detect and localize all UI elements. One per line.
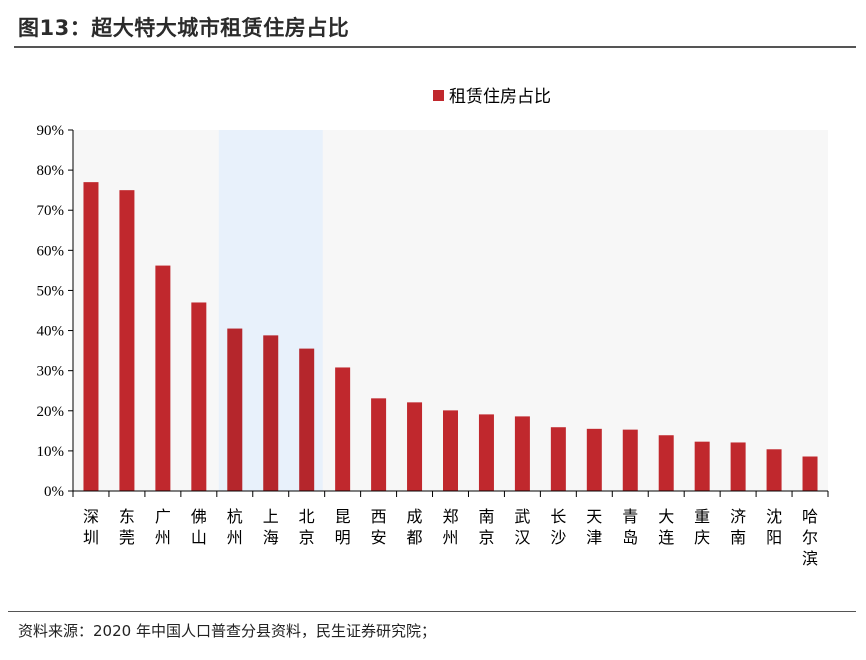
y-tick-label: 30%: [37, 364, 65, 380]
bar-12: [514, 416, 530, 491]
bar-15: [622, 429, 638, 491]
category-label: 东莞: [119, 507, 135, 547]
category-label: 北京: [299, 507, 315, 547]
y-tick-label: 20%: [37, 404, 65, 420]
bar-17: [694, 441, 710, 491]
category-label: 昆明: [335, 507, 351, 547]
source-note: 资料来源：2020 年中国人口普查分县资料，民生证券研究院；: [18, 622, 436, 640]
bar-3: [191, 302, 207, 491]
bar-4: [227, 328, 243, 491]
legend-label: 租赁住房占比: [449, 87, 551, 107]
category-label: 上海: [263, 507, 279, 547]
figure-title: 图13：超大特大城市租赁住房占比: [18, 16, 350, 40]
bar-10: [443, 410, 458, 491]
category-label: 郑州: [442, 507, 458, 547]
legend-swatch: [433, 90, 444, 101]
category-label: 武汉: [514, 507, 530, 547]
category-label: 青岛: [622, 507, 638, 547]
bar-8: [371, 398, 387, 491]
bar-18: [730, 442, 746, 491]
y-tick-label: 40%: [37, 324, 65, 340]
bar-0: [83, 182, 99, 491]
y-tick-label: 10%: [37, 444, 65, 460]
category-label: 大连: [658, 507, 674, 547]
category-label: 沈阳: [766, 507, 782, 547]
y-tick-label: 60%: [37, 243, 65, 259]
bar-11: [478, 414, 494, 491]
bar-16: [658, 435, 674, 491]
category-label: 佛山: [191, 507, 207, 547]
bar-20: [802, 456, 818, 491]
category-label: 长沙: [550, 507, 566, 547]
bar-13: [550, 427, 566, 491]
title-divider: [14, 46, 856, 48]
bar-14: [586, 428, 602, 491]
category-label: 哈尔滨: [802, 507, 818, 568]
bar-2: [155, 265, 171, 491]
bar-9: [407, 402, 423, 491]
category-label: 广州: [155, 507, 171, 547]
y-tick-label: 0%: [44, 484, 64, 500]
bar-5: [263, 335, 279, 491]
bar-1: [119, 190, 135, 491]
y-tick-label: 80%: [37, 163, 65, 179]
y-tick-label: 90%: [37, 123, 65, 139]
category-label: 济南: [730, 507, 746, 547]
bar-19: [766, 449, 782, 491]
category-label: 杭州: [227, 507, 243, 547]
bar-7: [335, 367, 351, 491]
bar-6: [299, 348, 315, 491]
y-tick-label: 70%: [37, 203, 65, 219]
source-divider: [8, 611, 856, 612]
category-label: 深圳: [83, 507, 99, 547]
category-label: 成都: [407, 507, 423, 547]
category-label: 南京: [478, 507, 494, 547]
y-tick-label: 50%: [37, 283, 65, 299]
category-label: 天津: [586, 507, 602, 547]
category-label: 重庆: [694, 507, 710, 547]
category-label: 西安: [371, 507, 387, 547]
bar-chart: 0% 10% 20% 30% 40% 50% 60% 70% 80% 90% 深圳东莞广州佛山杭州…: [37, 87, 829, 568]
